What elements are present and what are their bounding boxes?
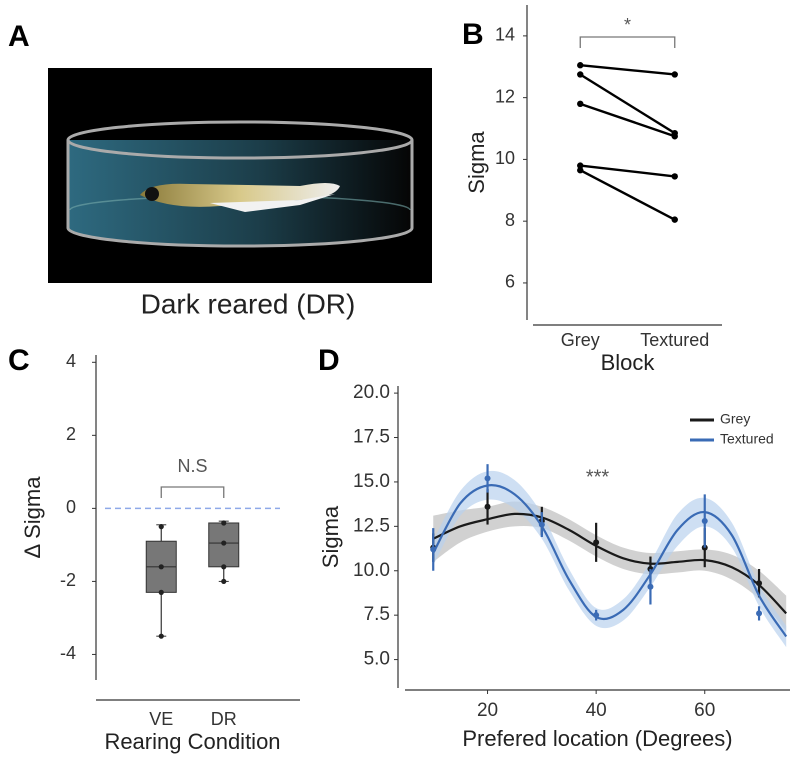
significance-label: *	[624, 15, 631, 35]
y-axis-label: Δ Sigma	[20, 476, 45, 559]
data-point	[671, 71, 678, 78]
confidence-band	[433, 501, 787, 632]
data-point	[538, 521, 545, 528]
panel-label: D	[318, 344, 340, 377]
x-tick-label: 40	[586, 700, 607, 721]
data-point	[671, 173, 678, 180]
panel-a: A Dark reared (DR)	[8, 20, 432, 319]
y-tick-label: 0	[66, 497, 76, 517]
significance-bracket	[160, 486, 225, 498]
data-point	[221, 520, 227, 526]
panel-label: B	[462, 18, 484, 51]
y-tick-label: 15.0	[353, 471, 390, 492]
paired-line	[580, 164, 675, 178]
y-tick-label: 7.5	[364, 604, 390, 625]
data-point	[577, 62, 584, 69]
data-point	[671, 133, 678, 140]
data-point	[484, 475, 491, 482]
y-tick-label: 10	[495, 148, 515, 168]
y-tick-label: 17.5	[353, 427, 390, 448]
larva-eye	[145, 187, 159, 201]
y-tick-label: 8	[505, 210, 515, 230]
y-tick-label: 4	[66, 351, 76, 371]
significance-label: ***	[586, 466, 610, 488]
data-point	[577, 71, 584, 78]
y-tick-label: 12	[495, 86, 515, 106]
y-tick-label: 12.5	[353, 515, 390, 536]
data-point	[221, 540, 227, 546]
larva-fin	[210, 194, 335, 212]
y-tick-label: -2	[60, 570, 76, 590]
legend-label: Grey	[720, 411, 750, 427]
legend-label: Textured	[720, 431, 774, 447]
data-point	[756, 610, 763, 617]
x-tick-label: 20	[477, 700, 498, 721]
panel-label: C	[8, 344, 30, 377]
dish-base	[66, 227, 414, 248]
data-point	[701, 518, 708, 525]
data-point	[671, 216, 678, 223]
fit-line	[432, 512, 787, 615]
data-point	[577, 167, 584, 174]
y-axis-label: Sigma	[318, 505, 343, 568]
chart-panel: D 5.0 7.5 10.0 12.5 15.0 17.5 20.0 20 40 60 Prefere…	[318, 344, 790, 751]
x-tick-label: Textured	[640, 330, 709, 350]
caption: Dark reared (DR)	[141, 288, 356, 319]
data-point	[430, 546, 437, 553]
data-point	[577, 162, 584, 169]
data-point	[221, 578, 227, 585]
paired-line	[580, 64, 675, 76]
x-axis-label: Rearing Condition	[104, 729, 280, 754]
y-tick-label: 14	[495, 25, 515, 45]
data-point	[221, 564, 227, 570]
data-point	[756, 580, 763, 587]
y-tick-label: 2	[66, 424, 76, 444]
significance-bracket	[579, 36, 676, 48]
paired-line	[579, 73, 676, 135]
data-point	[593, 612, 600, 619]
data-point	[647, 583, 654, 590]
x-axis-label: Block	[601, 350, 656, 375]
data-point	[158, 589, 164, 595]
y-tick-label: 5.0	[364, 649, 390, 670]
y-axis-label: Sigma	[464, 131, 489, 194]
y-tick-label: 6	[505, 272, 515, 292]
data-point	[593, 539, 600, 546]
x-tick-label: DR	[211, 709, 237, 729]
y-tick-label: 10.0	[353, 560, 390, 581]
data-point	[158, 633, 164, 639]
paired-line	[579, 169, 676, 221]
larva	[140, 183, 340, 207]
x-tick-label: Grey	[561, 330, 600, 350]
x-tick-label: 60	[694, 700, 715, 721]
panel-label: A	[8, 20, 30, 53]
data-point	[158, 564, 164, 570]
data-point	[158, 524, 164, 530]
paired-line	[579, 102, 676, 138]
x-axis-label: Prefered location (Degrees)	[462, 726, 732, 751]
x-tick-label: VE	[149, 709, 173, 729]
fit-line	[432, 484, 788, 638]
significance-label: N.S	[177, 456, 207, 476]
confidence-band	[433, 470, 787, 648]
data-point	[484, 503, 491, 510]
y-tick-label: -4	[60, 643, 76, 663]
y-tick-label: 20.0	[353, 382, 390, 403]
data-point	[577, 100, 584, 108]
